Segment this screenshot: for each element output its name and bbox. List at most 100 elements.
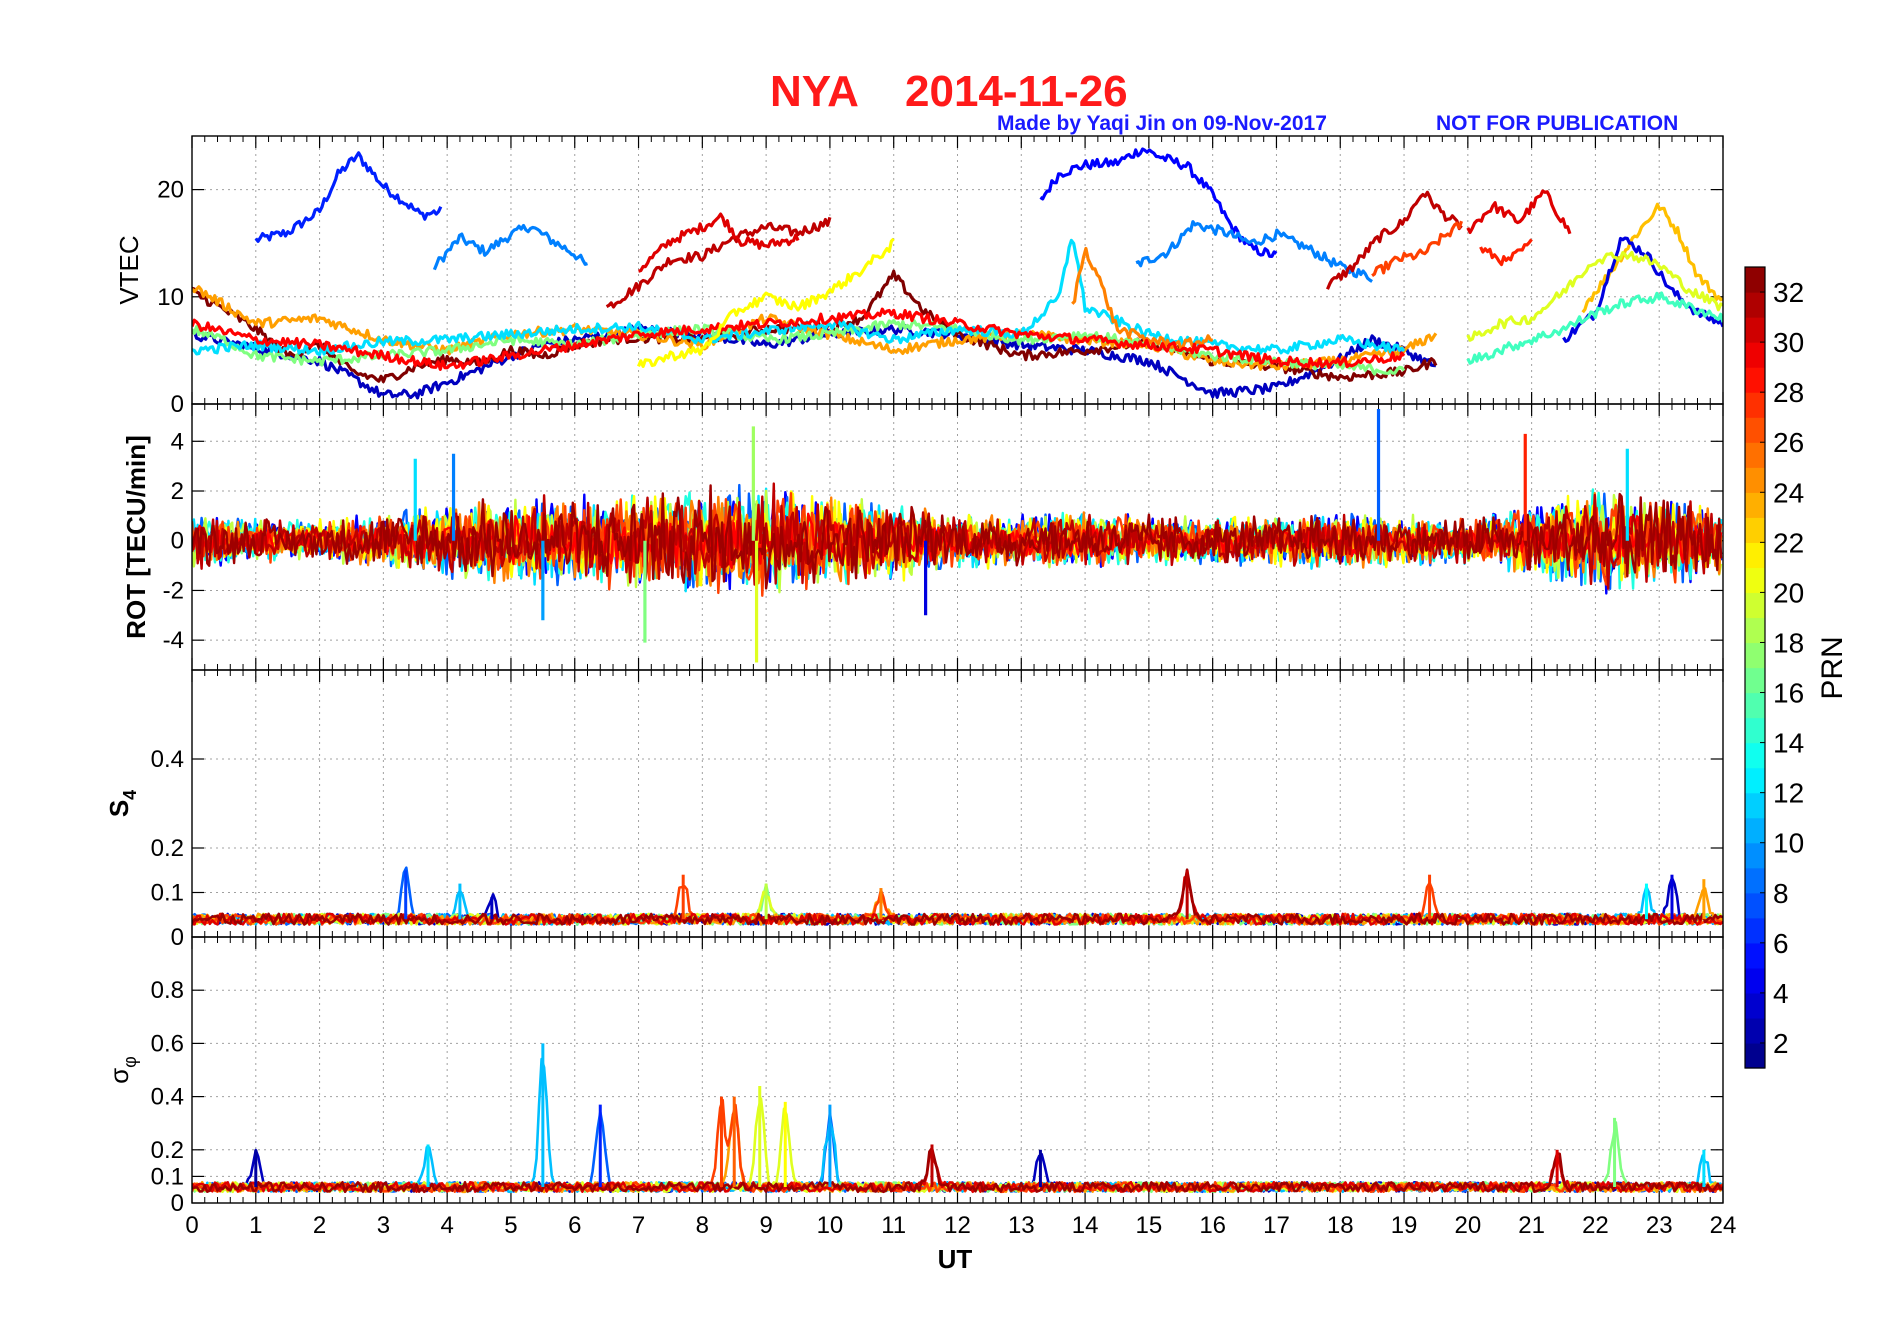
colorbar-tick-label: 2 — [1773, 1028, 1789, 1059]
y-tick-label: 0 — [171, 528, 184, 555]
x-tick-label: 15 — [1136, 1212, 1163, 1239]
s4-series-prn-32 — [192, 868, 1723, 926]
colorbar-label: PRN — [1816, 636, 1849, 699]
y-tick-label: 0.8 — [151, 977, 184, 1004]
panel-s4: 0 0.1 0.2 0.4 S4 — [104, 669, 1724, 951]
colorbar-tick-label: 22 — [1773, 527, 1804, 558]
sigma_phi-series-prn-32 — [192, 1146, 1723, 1194]
colorbar-segment — [1745, 792, 1765, 819]
colorbar-segment — [1745, 267, 1765, 293]
x-tick-label: 14 — [1072, 1212, 1099, 1239]
x-tick-label: 18 — [1327, 1212, 1354, 1239]
colorbar-segment — [1745, 417, 1765, 443]
colorbar-tick-label: 8 — [1773, 878, 1789, 909]
colorbar-segment — [1745, 817, 1765, 844]
y-tick-label: 0.4 — [151, 746, 184, 773]
colorbar-segment — [1745, 942, 1765, 969]
colorbar-segment — [1745, 867, 1765, 894]
x-tick-label: 5 — [504, 1212, 517, 1239]
y-tick-label: 0 — [171, 924, 184, 951]
colorbar-tick-label: 16 — [1773, 678, 1804, 709]
colorbar-tick-label: 30 — [1773, 327, 1804, 358]
colorbar-segment — [1745, 842, 1765, 869]
vtec-series-prn-30 — [638, 212, 800, 273]
vtec-series-prn-9 — [1135, 220, 1373, 283]
colorbar-segment — [1745, 592, 1765, 619]
vtec-series-prn-31 — [605, 216, 832, 309]
vtec-series-prn-28 — [1479, 238, 1533, 267]
sigma_phi-series-prn-17 — [192, 1121, 1723, 1194]
vtec-series-prn-23 — [1581, 202, 1723, 314]
data-vtec — [192, 147, 1723, 400]
vtec-series-prn-15 — [1466, 291, 1723, 365]
y-tick-label: 0.2 — [151, 835, 184, 862]
x-tick-label: 23 — [1646, 1212, 1673, 1239]
y-axis-label: ROT [TECU/min] — [121, 435, 151, 639]
colorbar-segment — [1745, 767, 1765, 794]
colorbar-segment — [1745, 467, 1765, 493]
colorbar-tick-label: 10 — [1773, 828, 1804, 859]
vtec-series-prn-17 — [192, 319, 1406, 376]
y-tick-label: 2 — [171, 478, 184, 505]
x-tick-label: 17 — [1263, 1212, 1290, 1239]
vtec-series-prn-21 — [637, 237, 895, 368]
colorbar-segment — [1745, 292, 1765, 318]
colorbar-tick-label: 28 — [1773, 377, 1804, 408]
x-tick-label: 21 — [1518, 1212, 1545, 1239]
y-tick-label: 0.6 — [151, 1030, 184, 1057]
y-tick-label: 20 — [157, 177, 184, 204]
y-tick-label: 0.1 — [151, 1163, 184, 1190]
x-tick-label: 20 — [1454, 1212, 1481, 1239]
y-tick-label: 0 — [171, 391, 184, 418]
colorbar-tick-label: 20 — [1773, 577, 1804, 608]
colorbar-segment — [1745, 667, 1765, 694]
colorbar-segment — [1745, 742, 1765, 769]
data-s4 — [192, 866, 1723, 926]
x-tick-label: 19 — [1391, 1212, 1418, 1239]
y-tick-label: 0.1 — [151, 880, 184, 907]
colorbar-segment — [1745, 1017, 1765, 1044]
colorbar-segment — [1745, 342, 1765, 368]
vtec-series-prn-27 — [1371, 220, 1464, 278]
y-axis-label: σφ — [104, 1056, 140, 1084]
vtec-series-prn-5 — [1039, 147, 1278, 258]
y-axis-label: S4 — [104, 790, 140, 817]
colorbar-segment — [1745, 692, 1765, 719]
x-tick-label: 9 — [759, 1212, 772, 1239]
colorbar-segment — [1745, 717, 1765, 744]
y-tick-label: 0 — [171, 1190, 184, 1217]
x-tick-label: 24 — [1710, 1212, 1737, 1239]
x-tick-label: 11 — [881, 1212, 906, 1239]
date-title: 2014-11-26 — [905, 67, 1128, 116]
vtec-series-prn-12 — [192, 238, 1406, 357]
colorbar-segment — [1745, 542, 1765, 568]
x-tick-label: 16 — [1199, 1212, 1226, 1239]
publication-notice: NOT FOR PUBLICATION — [1436, 112, 1678, 135]
credit-text: Made by Yaqi Jin on 09-Nov-2017 — [997, 112, 1327, 135]
colorbar-segment — [1745, 367, 1765, 393]
y-axis-label: VTEC — [114, 235, 144, 304]
data-rot — [192, 408, 1723, 663]
colorbar-segment — [1745, 892, 1765, 919]
colorbar-segment — [1745, 1042, 1765, 1069]
colorbar-segment — [1745, 517, 1765, 543]
colorbar-tick-label: 18 — [1773, 627, 1804, 658]
colorbar-segment — [1745, 642, 1765, 669]
y-tick-label: 0.4 — [151, 1084, 184, 1111]
x-tick-label: 10 — [817, 1212, 844, 1239]
x-axis-label: UT — [938, 1244, 973, 1274]
x-tick-label: 7 — [632, 1212, 645, 1239]
colorbar-segment — [1745, 917, 1765, 944]
colorbar-tick-label: 14 — [1773, 728, 1804, 759]
vtec-series-prn-4 — [1562, 236, 1723, 343]
colorbar-tick-label: 12 — [1773, 778, 1804, 809]
colorbar-segment — [1745, 617, 1765, 644]
y-tick-label: -2 — [163, 577, 184, 604]
vtec-series-prn-9 — [432, 223, 588, 271]
vtec-series-prn-20 — [1466, 250, 1723, 342]
colorbar-tick-label: 24 — [1773, 477, 1804, 508]
